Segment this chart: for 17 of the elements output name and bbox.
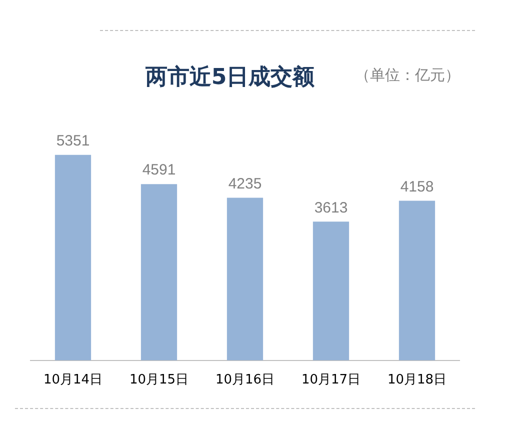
chart-subtitle: （单位：亿元） — [355, 66, 460, 85]
data-label: 5351 — [56, 132, 90, 150]
data-label: 4158 — [400, 178, 434, 196]
bar — [140, 184, 178, 360]
x-tick-label: 10月14日 — [43, 372, 103, 388]
data-label: 3613 — [314, 199, 348, 216]
data-label: 4591 — [142, 162, 176, 179]
x-tick-label: 10月15日 — [129, 372, 189, 388]
data-label: 4235 — [228, 175, 262, 192]
chart-title: 两市近5日成交额 — [144, 64, 316, 92]
x-tick-label: 10月16日 — [215, 372, 275, 388]
bar — [226, 198, 264, 360]
bar — [398, 200, 436, 360]
bar — [312, 222, 350, 360]
x-tick-label: 10月18日 — [387, 372, 447, 388]
bar — [54, 154, 92, 360]
x-tick-label: 10月17日 — [301, 372, 361, 388]
